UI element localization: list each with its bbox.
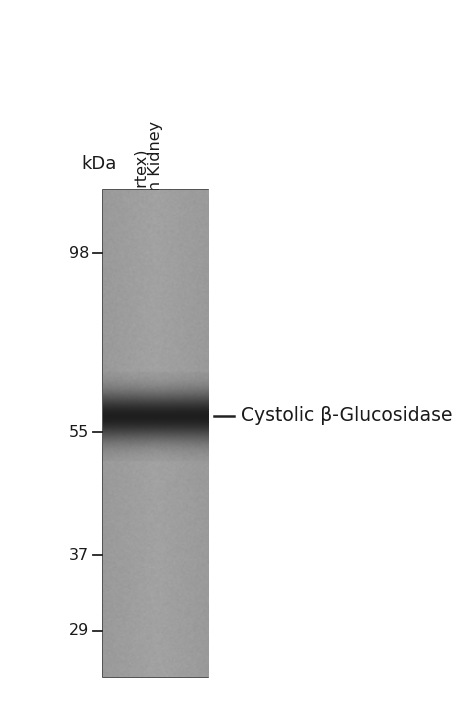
Text: Human Kidney: Human Kidney	[147, 121, 163, 239]
Text: 55: 55	[69, 425, 89, 440]
Text: kDa: kDa	[81, 154, 117, 173]
Text: 98: 98	[68, 245, 89, 261]
Text: 37: 37	[69, 548, 89, 563]
Text: 29: 29	[69, 623, 89, 638]
Bar	[103, 190, 208, 677]
Text: (Cortex): (Cortex)	[133, 147, 149, 212]
Text: Cystolic β-Glucosidase: Cystolic β-Glucosidase	[241, 406, 453, 425]
